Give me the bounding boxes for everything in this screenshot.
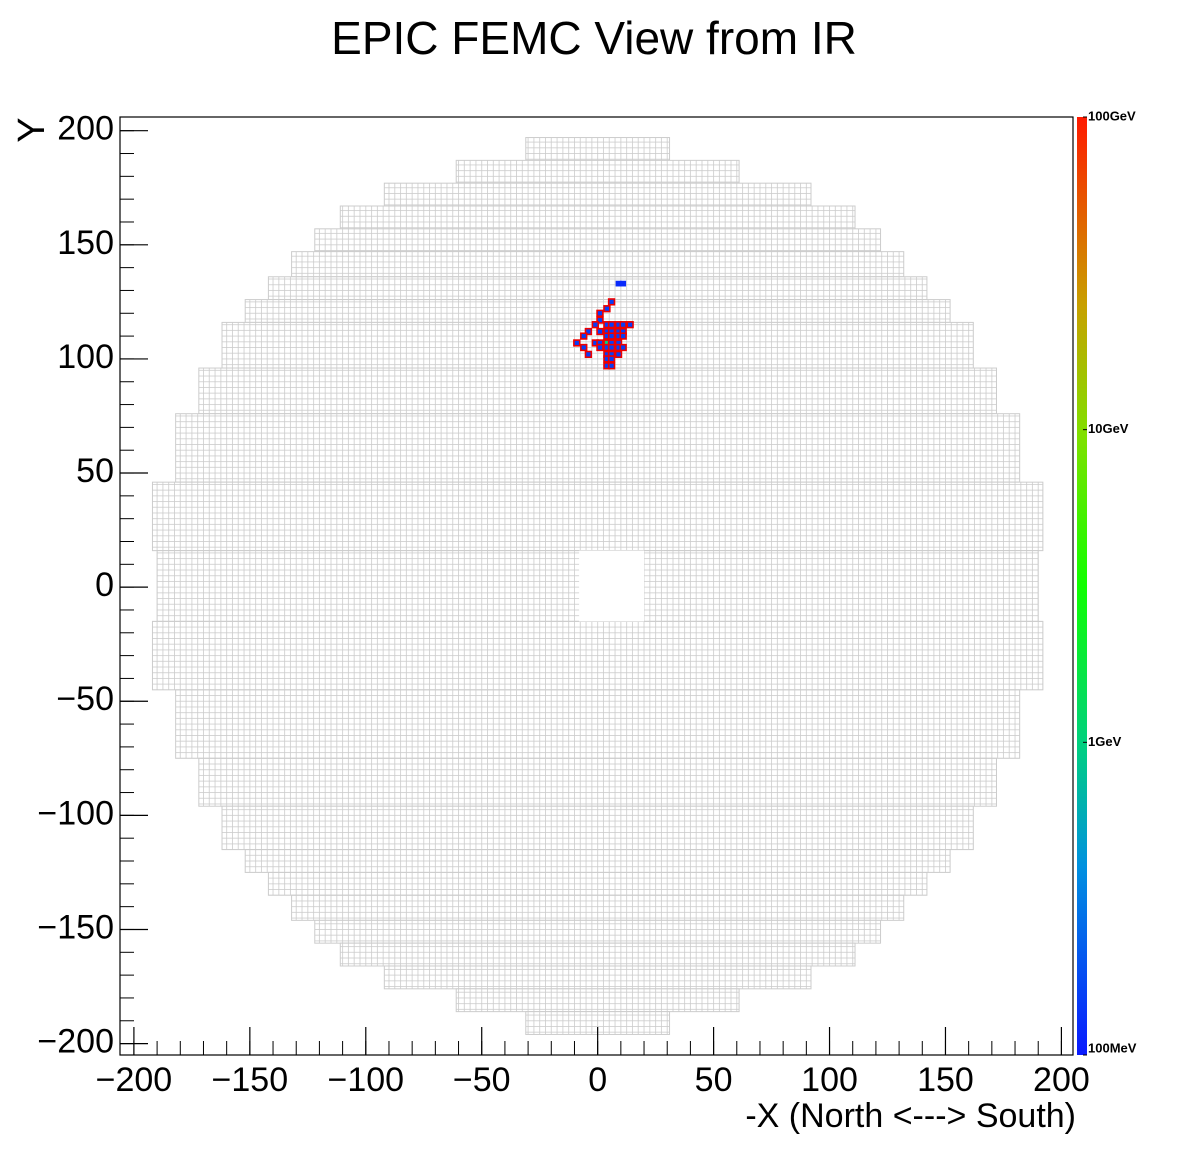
- detector-row: [151, 620, 1044, 691]
- x-tick-label: 0: [588, 1061, 607, 1099]
- detector-row: [175, 689, 1021, 759]
- hit-cell: [603, 305, 611, 313]
- hit-cell: [596, 327, 604, 336]
- detector-row: [455, 159, 740, 184]
- y-axis-label: Y: [11, 117, 53, 142]
- x-tick-label: −50: [453, 1061, 511, 1099]
- detector-row: [314, 919, 882, 944]
- hit-cell: [596, 309, 604, 317]
- detector-row: [267, 871, 928, 896]
- hit-cell: [620, 280, 627, 287]
- x-axis-label: -X (North <---> South): [745, 1097, 1076, 1135]
- y-tick-label: 0: [95, 566, 114, 604]
- x-tick-label: −100: [327, 1061, 404, 1099]
- hit-cell: [580, 343, 588, 352]
- detector-row: [198, 367, 997, 415]
- hit-cell: [619, 332, 627, 340]
- hit-cell: [607, 343, 616, 352]
- z-tick-label: 10GeV: [1088, 421, 1129, 436]
- hit-cell: [607, 362, 616, 370]
- y-tick-label: 50: [76, 452, 114, 490]
- z-tick-label: 1GeV: [1088, 734, 1122, 749]
- y-tick-label: 100: [57, 338, 114, 376]
- x-tick-label: 50: [695, 1061, 733, 1099]
- y-tick-label: −200: [37, 1023, 114, 1061]
- y-tick-label: −100: [37, 794, 114, 832]
- y-tick-label: 200: [57, 110, 114, 148]
- y-tick-label: −150: [37, 908, 114, 946]
- detector-row: [339, 942, 856, 967]
- hit-cell: [584, 327, 593, 336]
- detector-row: [383, 182, 812, 207]
- detector-row: [291, 251, 905, 278]
- y-tick-label: 150: [57, 224, 114, 262]
- detector-row: [244, 849, 951, 873]
- detector-row: [455, 988, 740, 1013]
- hit-cell: [591, 321, 600, 329]
- detector-row: [525, 137, 671, 161]
- beam-hole: [579, 550, 645, 622]
- x-tick-label: −150: [212, 1061, 289, 1099]
- hit-cell: [614, 350, 623, 359]
- detector-row: [267, 276, 928, 301]
- hit-cell: [584, 350, 593, 359]
- z-tick-label: 100MeV: [1088, 1040, 1137, 1055]
- chart-title: EPIC FEMC View from IR: [331, 12, 857, 64]
- detector-row: [339, 205, 856, 230]
- hit-cell: [626, 321, 634, 329]
- detector-row: [383, 965, 812, 990]
- x-tick-label: 150: [917, 1061, 974, 1099]
- x-tick-label: 200: [1033, 1061, 1090, 1099]
- hit-cell: [615, 280, 622, 287]
- hit-cell: [607, 321, 616, 329]
- x-tick-label: −200: [96, 1061, 173, 1099]
- hit-cell: [580, 332, 588, 340]
- hit-cell: [607, 355, 616, 363]
- x-tick-label: 100: [801, 1061, 858, 1099]
- hit-cell: [607, 332, 616, 340]
- color-bar: [1077, 117, 1087, 1055]
- y-tick-label: −50: [56, 680, 114, 718]
- detector-row: [291, 894, 905, 921]
- detector-row: [175, 413, 1021, 483]
- detector-row: [314, 228, 882, 253]
- hit-cell: [607, 298, 616, 306]
- hit-cell: [596, 316, 604, 324]
- hit-cell: [619, 343, 627, 352]
- z-tick-label: 100GeV: [1088, 108, 1136, 123]
- hit-cell: [596, 343, 604, 352]
- hit-cell: [619, 321, 627, 329]
- plot-frame: [119, 116, 1074, 1056]
- detector-row: [151, 481, 1044, 552]
- hit-cell: [573, 339, 581, 347]
- detector-row: [198, 757, 997, 807]
- detector-row: [221, 805, 974, 851]
- plot-area: [151, 137, 1044, 1035]
